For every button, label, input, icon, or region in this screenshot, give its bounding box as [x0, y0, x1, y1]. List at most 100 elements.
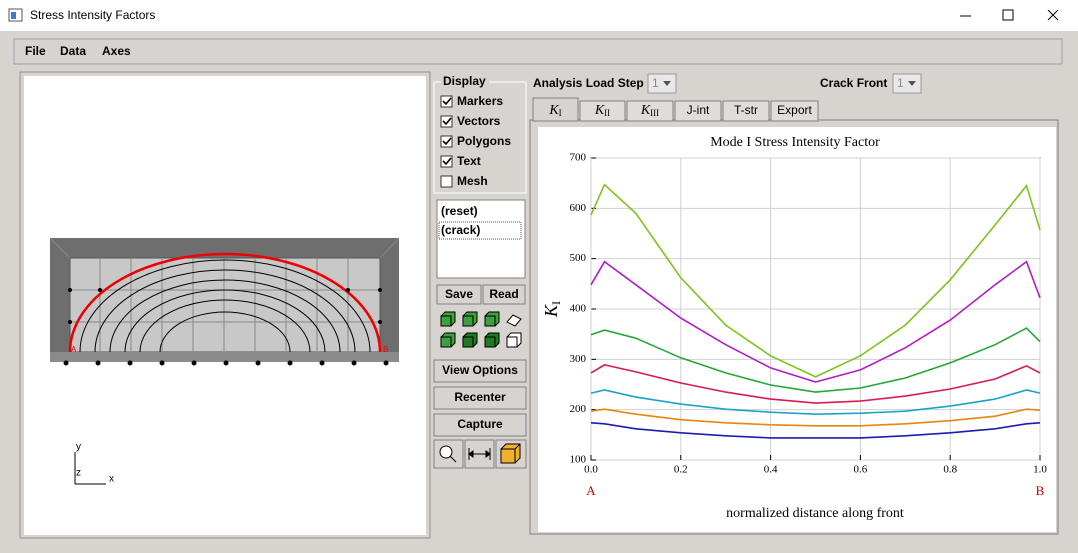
window-title: Stress Intensity Factors — [30, 8, 155, 22]
series-line — [590, 364, 1041, 404]
y-tick-label: 100 — [570, 454, 587, 466]
close[interactable] — [1047, 9, 1059, 21]
series-line — [590, 260, 1041, 383]
view-icons[interactable] — [440, 311, 522, 348]
tab[interactable] — [674, 100, 722, 122]
x-tick-label: 0.2 — [674, 464, 688, 476]
list-item[interactable]: (crack) — [441, 223, 480, 237]
tab-symbol: K — [640, 103, 651, 118]
button-label: View Options — [442, 363, 518, 377]
y-tick-label: 500 — [570, 252, 587, 264]
control-label: Crack Front — [820, 76, 887, 90]
checkbox[interactable] — [440, 175, 453, 188]
x-axis-label: normalized distance along front — [726, 506, 904, 521]
box-icon — [500, 443, 521, 464]
end-label: A — [586, 483, 596, 498]
checkbox-label: Text — [457, 154, 481, 168]
checkbox[interactable] — [440, 135, 453, 148]
series-line — [590, 422, 1041, 439]
series-line — [590, 183, 1041, 378]
tab-label: Export — [777, 103, 812, 117]
checkbox-label: Polygons — [457, 134, 511, 148]
tab-label: KII — [594, 103, 610, 118]
tab-label: T-str — [734, 103, 758, 117]
dropdown-arrow — [908, 81, 916, 86]
checkbox[interactable] — [440, 115, 453, 128]
maximize[interactable] — [1002, 9, 1014, 21]
end-label: B — [1036, 483, 1045, 498]
y-tick-label: 700 — [570, 152, 587, 164]
save-button[interactable] — [436, 284, 482, 305]
tab-symbol: J-int — [687, 103, 710, 117]
tab-sub: II — [604, 108, 610, 118]
dropdown-value: 1 — [897, 76, 904, 90]
check-mark — [442, 117, 452, 126]
axis-label: y — [76, 442, 81, 453]
axis-triad — [74, 452, 106, 485]
checkbox[interactable] — [440, 95, 453, 108]
tab[interactable] — [532, 97, 579, 122]
model-face — [69, 257, 381, 353]
group-title: Display — [443, 74, 486, 88]
nodes — [63, 288, 389, 366]
view-options-button[interactable] — [433, 359, 527, 383]
button-label: Capture — [457, 417, 503, 431]
recenter-button[interactable] — [433, 386, 527, 410]
read-button[interactable] — [482, 284, 526, 305]
check-mark — [442, 137, 452, 146]
zoom-icon — [439, 445, 457, 463]
front-marker: B — [383, 345, 388, 354]
axis-label: z — [76, 468, 81, 479]
tab[interactable] — [579, 100, 626, 122]
axis-label: x — [109, 474, 114, 485]
button-label: Read — [489, 287, 518, 301]
tab[interactable] — [770, 100, 819, 122]
tab-label: KIII — [640, 103, 659, 118]
front-marker: A — [71, 345, 77, 354]
x-tick-label: 0.8 — [943, 464, 957, 476]
menu-item[interactable]: Axes — [102, 44, 131, 58]
y-label-symbol: K — [541, 304, 561, 318]
menu-bar — [13, 38, 1063, 65]
tab-label: J-int — [687, 103, 710, 117]
checkbox-label: Vectors — [457, 114, 501, 128]
menu-item[interactable]: File — [25, 44, 46, 58]
tab-label: KI — [548, 103, 561, 118]
crack-fronts — [79, 259, 371, 353]
checkbox-label: Mesh — [457, 174, 488, 188]
tab-symbol: K — [594, 103, 605, 118]
y-tick-label: 200 — [570, 403, 587, 415]
x-tick-label: 1.0 — [1033, 464, 1047, 476]
tab-sub: III — [650, 108, 659, 118]
check-mark — [442, 157, 452, 166]
tab-symbol: K — [548, 103, 559, 118]
dropdown-value: 1 — [652, 76, 659, 90]
title-bar — [0, 0, 1078, 31]
capture-button[interactable] — [433, 413, 527, 437]
list-item[interactable]: (reset) — [441, 204, 478, 218]
menu-item[interactable]: Data — [60, 44, 86, 58]
tab-symbol: T-str — [734, 103, 758, 117]
chart-title: Mode I Stress Intensity Factor — [710, 135, 880, 150]
control-label: Analysis Load Step — [533, 76, 644, 90]
x-tick-label: 0.4 — [764, 464, 778, 476]
app-icon-part — [11, 12, 16, 19]
load-step-dropdown[interactable] — [647, 73, 677, 94]
button-label: Save — [445, 287, 473, 301]
y-tick-label: 400 — [570, 303, 587, 315]
checkbox[interactable] — [440, 155, 453, 168]
series-line — [590, 408, 1041, 427]
model-base — [50, 352, 399, 362]
group-label-bg — [441, 75, 489, 89]
x-tick-label: 0.0 — [584, 464, 598, 476]
chart-area — [538, 127, 1056, 532]
tab[interactable] — [626, 100, 674, 122]
tab[interactable] — [722, 100, 770, 122]
x-tick-label: 0.6 — [854, 464, 868, 476]
y-tick-label: 600 — [570, 202, 587, 214]
crack-front-main — [68, 252, 382, 353]
check-mark — [442, 97, 452, 106]
crack-front-dropdown[interactable] — [892, 73, 922, 94]
